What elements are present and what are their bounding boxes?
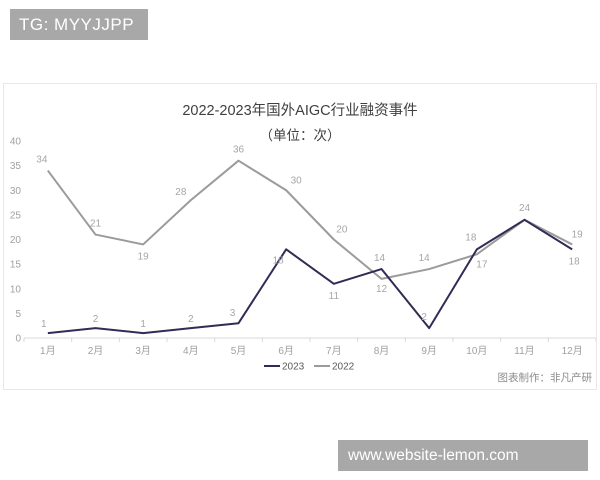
- series-line-2023: [47, 218, 573, 335]
- data-label-2023: 1: [41, 319, 47, 330]
- data-label-2023: 18: [273, 255, 285, 266]
- attribution: 图表制作：非凡产研: [498, 371, 593, 384]
- chart-subtitle: （单位：次）: [259, 128, 341, 143]
- y-tick-label: 5: [15, 309, 21, 320]
- y-tick-label: 15: [10, 260, 22, 271]
- y-tick-label: 0: [15, 334, 21, 345]
- y-tick-label: 30: [10, 186, 22, 197]
- data-label-2023: 2: [93, 314, 99, 325]
- data-label-2023: 11: [329, 291, 340, 302]
- watermark-top-text: TG: MYYJJPP: [19, 14, 135, 34]
- data-label-2022: 30: [291, 175, 303, 186]
- data-label-2023: 2: [421, 312, 427, 323]
- watermark-bottom-text: www.website-lemon.com: [348, 446, 519, 464]
- x-tick-label: 11月: [514, 345, 534, 357]
- data-label-2023: 18: [465, 232, 477, 243]
- legend-label-2023: 2023: [282, 362, 305, 373]
- data-label-2022: 20: [336, 225, 348, 236]
- data-label-2023: 14: [374, 253, 386, 264]
- data-label-2023: 1: [140, 319, 146, 330]
- y-tick-label: 10: [10, 284, 22, 295]
- data-label-2022: 12: [376, 284, 388, 295]
- x-tick-label: 9月: [421, 345, 437, 357]
- data-label-2023: 3: [230, 308, 236, 319]
- data-label-2022: 19: [572, 229, 584, 240]
- x-tick-label: 10月: [466, 345, 487, 357]
- watermark-badge-top: TG: MYYJJPP: [10, 9, 148, 40]
- series-line-2022: [47, 159, 573, 280]
- x-tick-label: 4月: [183, 345, 199, 357]
- x-tick-label: 5月: [231, 345, 247, 357]
- data-label-2022: 19: [138, 251, 150, 262]
- data-label-2022: 21: [90, 219, 102, 230]
- y-tick-label: 35: [10, 161, 22, 172]
- data-label-2022: 24: [519, 203, 531, 214]
- chart-svg: 0 5 10 15 20 25 30 35 40 1月 2月 3月 4月 5月 6月 7月 8月 9月 10月 11月…: [10, 137, 596, 384]
- legend-label-2022: 2022: [332, 362, 355, 373]
- y-tick-label: 40: [10, 137, 22, 148]
- x-tick-label: 8月: [374, 345, 390, 357]
- y-tick-label: 20: [10, 235, 22, 246]
- chart-title: 2022-2023年国外AIGC行业融资事件: [182, 103, 418, 119]
- x-tick-label: 3月: [135, 345, 151, 357]
- x-tick-label: 7月: [326, 345, 342, 357]
- data-label-2022: 14: [419, 253, 431, 264]
- y-tick-label: 25: [10, 210, 22, 221]
- data-label-2022: 17: [476, 259, 488, 270]
- x-tick-label: 6月: [278, 345, 294, 357]
- data-label-2022: 34: [36, 155, 48, 166]
- data-label-2022: 36: [233, 145, 245, 156]
- watermark-badge-bottom: www.website-lemon.com: [338, 440, 588, 471]
- chart-panel: 2022-2023年国外AIGC行业融资事件 （单位：次） 0 5 10 15 20 25…: [3, 83, 597, 390]
- x-tick-label: 12月: [562, 345, 583, 357]
- data-label-2022: 28: [175, 187, 187, 198]
- x-tick-label: 1月: [40, 345, 56, 357]
- x-tick-label: 2月: [88, 345, 104, 357]
- data-label-2023: 18: [569, 256, 581, 267]
- data-label-2023: 2: [188, 314, 194, 325]
